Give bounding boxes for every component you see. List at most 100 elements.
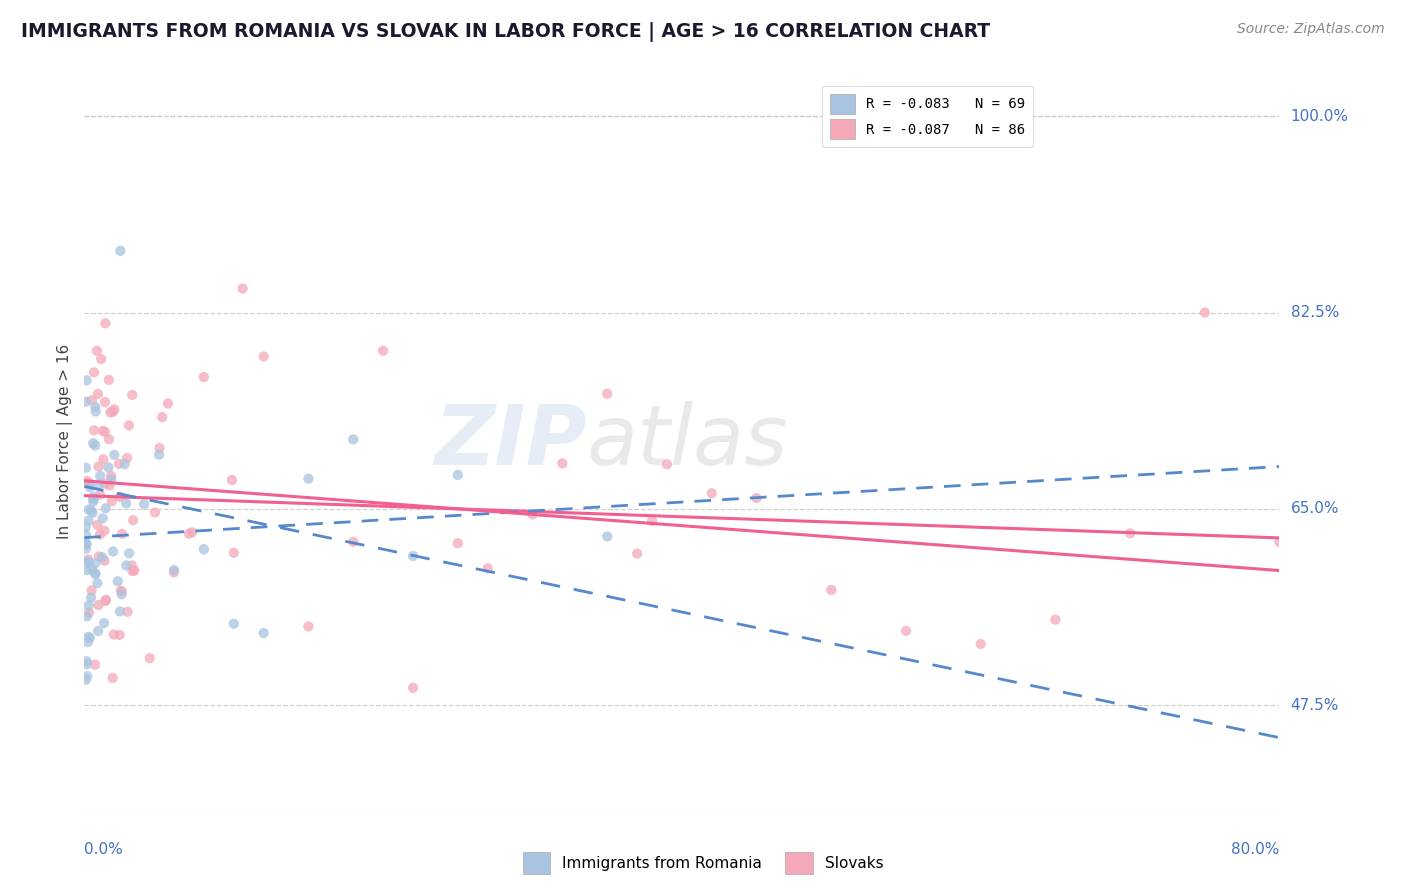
Point <box>76 657 98 672</box>
Point <box>91 511 114 525</box>
Point <box>75 537 97 551</box>
Point <box>111 526 134 541</box>
Legend: Immigrants from Romania, Slovaks: Immigrants from Romania, Slovaks <box>516 846 890 880</box>
Point <box>84 400 107 414</box>
Point <box>97 460 120 475</box>
Point <box>551 457 574 471</box>
Text: 100.0%: 100.0% <box>1291 109 1348 124</box>
Point <box>77 514 100 528</box>
Point <box>87 459 110 474</box>
Point <box>80 393 103 408</box>
Point <box>94 594 117 608</box>
Text: 47.5%: 47.5% <box>1291 698 1339 713</box>
Point <box>177 526 200 541</box>
Point <box>94 501 117 516</box>
Point <box>132 497 156 511</box>
Point <box>894 624 917 638</box>
Point <box>86 343 108 358</box>
Point <box>115 558 138 573</box>
Point <box>101 544 124 558</box>
Point <box>77 475 100 490</box>
Point <box>181 525 204 540</box>
Point <box>80 591 103 605</box>
Text: 82.5%: 82.5% <box>1291 305 1339 320</box>
Point <box>1119 526 1142 541</box>
Point <box>76 474 98 488</box>
Point <box>163 566 186 580</box>
Point <box>596 529 619 543</box>
Text: ZIP: ZIP <box>433 401 586 482</box>
Point <box>118 546 141 560</box>
Point <box>91 424 114 438</box>
Point <box>193 542 215 557</box>
Point <box>87 477 110 491</box>
Point <box>100 494 122 508</box>
Point <box>163 563 186 577</box>
Point <box>76 373 98 387</box>
Point <box>94 425 117 439</box>
Point <box>122 513 145 527</box>
Point <box>75 541 97 556</box>
Point <box>121 388 143 402</box>
Point <box>118 418 141 433</box>
Point <box>402 681 425 695</box>
Point <box>193 370 215 384</box>
Point <box>641 514 664 528</box>
Point <box>94 592 117 607</box>
Point <box>148 441 170 455</box>
Point <box>89 527 111 541</box>
Point <box>93 554 115 568</box>
Point <box>93 524 115 538</box>
Point <box>77 502 100 516</box>
Point <box>342 534 364 549</box>
Point <box>111 587 134 601</box>
Text: IMMIGRANTS FROM ROMANIA VS SLOVAK IN LABOR FORCE | AGE > 16 CORRELATION CHART: IMMIGRANTS FROM ROMANIA VS SLOVAK IN LAB… <box>21 22 990 42</box>
Point <box>77 630 100 644</box>
Point <box>84 438 107 452</box>
Point <box>117 605 139 619</box>
Point <box>83 423 105 437</box>
Point <box>297 472 319 486</box>
Point <box>93 615 115 630</box>
Point <box>83 492 105 507</box>
Point <box>221 473 243 487</box>
Point <box>222 546 245 560</box>
Point <box>297 619 319 633</box>
Point <box>373 343 395 358</box>
Point <box>94 316 117 330</box>
Point <box>77 606 100 620</box>
Point <box>108 457 131 471</box>
Point <box>114 457 136 471</box>
Point <box>101 671 124 685</box>
Point <box>110 584 132 599</box>
Point <box>110 584 132 599</box>
Point <box>87 549 110 564</box>
Point <box>98 432 121 446</box>
Point <box>447 536 470 550</box>
Point <box>87 624 110 638</box>
Point <box>522 508 544 522</box>
Point <box>80 583 103 598</box>
Point <box>75 460 97 475</box>
Point <box>970 637 993 651</box>
Point <box>82 436 104 450</box>
Point <box>90 351 112 366</box>
Point <box>94 395 117 409</box>
Point <box>80 504 103 518</box>
Point <box>84 566 107 581</box>
Point <box>121 558 143 573</box>
Point <box>94 476 117 491</box>
Point <box>86 576 108 591</box>
Point <box>100 405 122 419</box>
Point <box>402 549 425 563</box>
Point <box>84 404 107 418</box>
Point <box>82 506 104 520</box>
Point <box>121 564 143 578</box>
Point <box>100 468 122 483</box>
Point <box>80 562 103 576</box>
Point <box>596 386 619 401</box>
Point <box>83 365 105 379</box>
Text: 0.0%: 0.0% <box>84 842 124 857</box>
Point <box>745 491 768 505</box>
Point <box>75 673 97 687</box>
